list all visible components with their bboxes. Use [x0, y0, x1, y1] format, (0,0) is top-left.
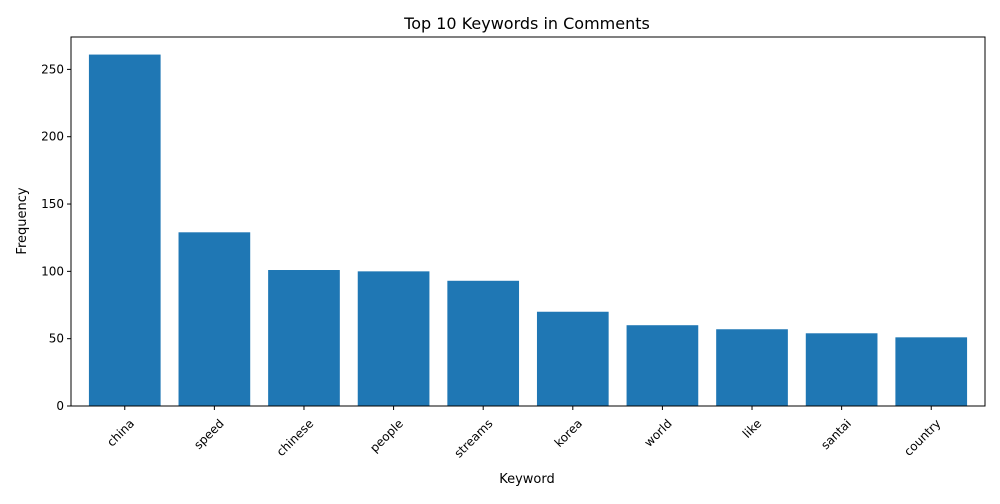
chart-title: Top 10 Keywords in Comments	[403, 14, 650, 33]
bar-country	[895, 337, 968, 406]
y-tick-label: 100	[41, 264, 64, 278]
y-axis-ticks: 0 50 100 150 200 250	[41, 62, 71, 413]
bar-streams	[447, 280, 520, 406]
bar-people	[357, 271, 430, 406]
y-tick-label: 200	[41, 130, 64, 144]
plot-frame	[70, 36, 986, 407]
y-axis-label: Frequency	[15, 187, 30, 254]
bar-santai	[805, 333, 878, 406]
y-tick-label: 0	[56, 399, 64, 413]
y-tick-label: 250	[41, 62, 64, 76]
bars-group	[88, 54, 968, 406]
bar-korea	[536, 311, 609, 406]
y-tick-label: 150	[41, 197, 64, 211]
bar-speed	[178, 232, 251, 406]
bar-china	[88, 54, 161, 406]
bar-like	[716, 329, 788, 406]
bar-chinese	[268, 270, 340, 406]
x-axis-label: Keyword	[499, 472, 555, 487]
bar-world	[626, 325, 699, 406]
y-tick-label: 50	[49, 332, 64, 346]
